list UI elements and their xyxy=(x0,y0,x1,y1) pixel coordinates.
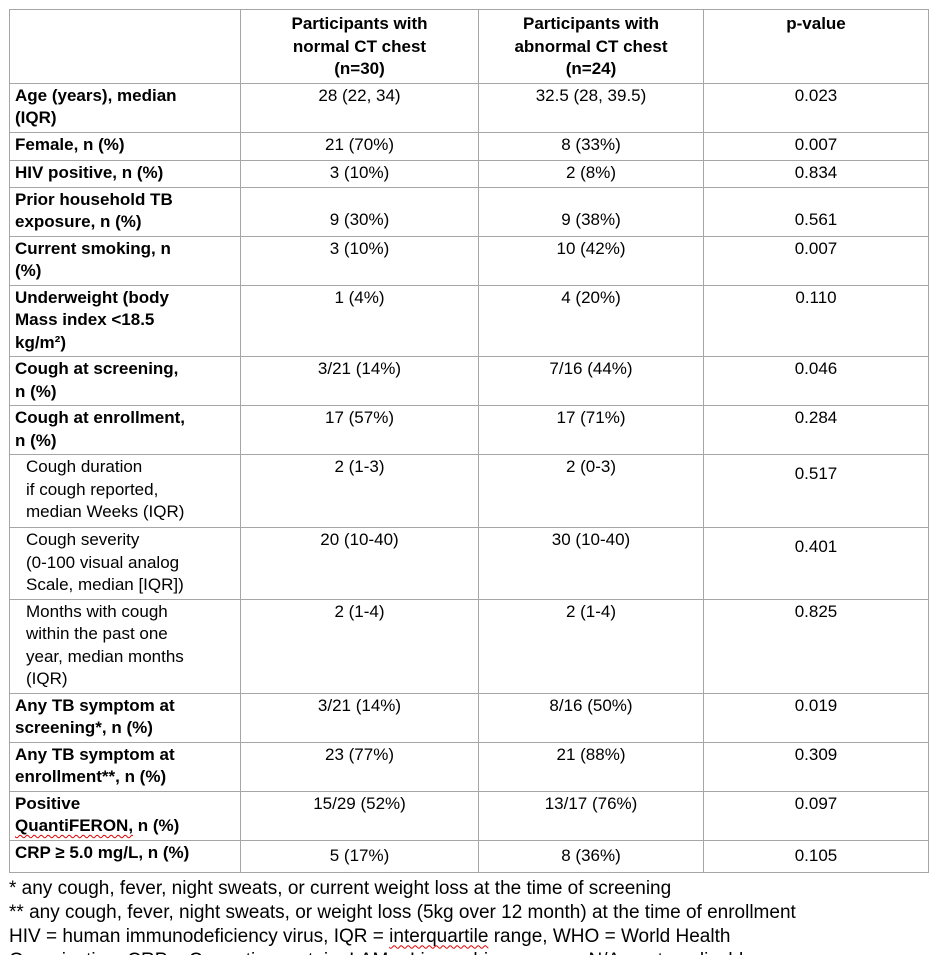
value-cell-abnormal-ct: 13/17 (76%) xyxy=(478,790,704,841)
value-cell-normal-ct: 2 (1-3) xyxy=(240,454,479,528)
table-body: Age (years), median (IQR) 28 (22, 34) 32.5… xyxy=(9,82,929,873)
table-row: Cough at enrollment, n (%) 17 (57%) 17 (71… xyxy=(9,405,929,455)
value-cell-abnormal-ct: 8 (33%) xyxy=(478,131,704,161)
value-cell-abnormal-ct: 9 (38%) xyxy=(478,186,704,237)
misspelled-word-underline: QuantiFERON, xyxy=(15,816,134,835)
row-label: Prior household TB exposure, n (%) xyxy=(9,186,241,237)
value-cell-abnormal-ct: 2 (8%) xyxy=(478,160,704,188)
header-row: Participants with normal CT chest (n=30)… xyxy=(9,9,929,84)
p-value-cell: 0.110 xyxy=(703,284,929,357)
value-cell-normal-ct: 9 (30%) xyxy=(240,186,479,237)
row-label: Cough at screening, n (%) xyxy=(9,356,241,406)
value-cell-abnormal-ct: 8 (36%) xyxy=(478,839,704,873)
value-cell-abnormal-ct: 8/16 (50%) xyxy=(478,692,704,743)
empty-corner-header xyxy=(9,9,241,84)
p-value-cell: 0.023 xyxy=(703,82,929,133)
p-value-cell: 0.825 xyxy=(703,598,929,694)
value-cell-abnormal-ct: 7/16 (44%) xyxy=(478,356,704,406)
value-cell-normal-ct: 5 (17%) xyxy=(240,839,479,873)
row-label: Current smoking, n (%) xyxy=(9,235,241,286)
table-row: Underweight (body Mass index <18.5 kg/m²… xyxy=(9,284,929,357)
row-label: Any TB symptom at screening*, n (%) xyxy=(9,692,241,743)
value-cell-normal-ct: 17 (57%) xyxy=(240,405,479,455)
misspelled-word-underline: Lipoarabinomannan, xyxy=(410,950,583,955)
p-value-cell: 0.561 xyxy=(703,186,929,237)
row-label: Underweight (body Mass index <18.5 kg/m²… xyxy=(9,284,241,357)
value-cell-normal-ct: 23 (77%) xyxy=(240,741,479,792)
p-value-cell: 0.834 xyxy=(703,160,929,188)
footnote-line: HIV = human immunodeficiency virus, IQR … xyxy=(9,925,951,955)
table-row: Female, n (%) 21 (70%) 8 (33%) 0.007 xyxy=(9,131,929,161)
value-cell-abnormal-ct: 10 (42%) xyxy=(478,235,704,286)
p-value-cell: 0.309 xyxy=(703,741,929,792)
footnote-line: ** any cough, fever, night sweats, or we… xyxy=(9,901,796,923)
value-cell-normal-ct: 1 (4%) xyxy=(240,284,479,357)
table-row: Any TB symptom at screening*, n (%) 3/21 … xyxy=(9,692,929,743)
row-label: Months with cough within the past one ye… xyxy=(9,598,241,694)
row-label: Female, n (%) xyxy=(9,131,241,161)
row-label: Cough severity (0-100 visual analog Scal… xyxy=(9,527,241,600)
table-row: Cough duration if cough reported, median… xyxy=(9,454,929,528)
value-cell-abnormal-ct: 4 (20%) xyxy=(478,284,704,357)
value-cell-normal-ct: 3/21 (14%) xyxy=(240,356,479,406)
p-value-cell: 0.284 xyxy=(703,405,929,455)
value-cell-abnormal-ct: 2 (1-4) xyxy=(478,598,704,694)
table-row: Months with cough within the past one ye… xyxy=(9,598,929,694)
value-cell-abnormal-ct: 32.5 (28, 39.5) xyxy=(478,82,704,133)
footnotes: * any cough, fever, night sweats, or cur… xyxy=(9,877,951,955)
table-row: HIV positive, n (%) 3 (10%) 2 (8%) 0.834 xyxy=(9,160,929,188)
table-row: Any TB symptom at enrollment**, n (%) 23 … xyxy=(9,741,929,792)
column-header-p-value: p-value xyxy=(703,9,929,84)
footnote-line: * any cough, fever, night sweats, or cur… xyxy=(9,877,672,899)
value-cell-normal-ct: 3 (10%) xyxy=(240,235,479,286)
table-row: CRP ≥ 5.0 mg/L, n (%) 5 (17%) 8 (36%) 0.105 xyxy=(9,839,929,873)
value-cell-normal-ct: 28 (22, 34) xyxy=(240,82,479,133)
table-row: Prior household TB exposure, n (%) 9 (30%… xyxy=(9,186,929,237)
value-cell-abnormal-ct: 30 (10-40) xyxy=(478,527,704,600)
row-label: CRP ≥ 5.0 mg/L, n (%) xyxy=(9,839,241,873)
p-value-cell: 0.517 xyxy=(703,454,929,528)
value-cell-abnormal-ct: 17 (71%) xyxy=(478,405,704,455)
p-value-cell: 0.046 xyxy=(703,356,929,406)
value-cell-abnormal-ct: 2 (0-3) xyxy=(478,454,704,528)
p-value-cell: 0.007 xyxy=(703,235,929,286)
row-label: Cough duration if cough reported, median… xyxy=(9,454,241,528)
p-value-cell: 0.019 xyxy=(703,692,929,743)
p-value-cell: 0.401 xyxy=(703,527,929,600)
p-value-cell: 0.007 xyxy=(703,131,929,161)
column-header-normal-ct: Participants with normal CT chest (n=30) xyxy=(240,9,479,84)
row-label: Cough at enrollment, n (%) xyxy=(9,405,241,455)
row-label: Age (years), median (IQR) xyxy=(9,82,241,133)
row-label: Positive QuantiFERON, n (%) xyxy=(9,790,241,841)
table-row: Positive QuantiFERON, n (%) 15/29 (52%) 13… xyxy=(9,790,929,841)
baseline-characteristics-table: Participants with normal CT chest (n=30)… xyxy=(9,9,929,873)
p-value-cell: 0.105 xyxy=(703,839,929,873)
value-cell-normal-ct: 15/29 (52%) xyxy=(240,790,479,841)
table-head: Participants with normal CT chest (n=30)… xyxy=(9,9,929,84)
row-label: HIV positive, n (%) xyxy=(9,160,241,188)
table-row: Age (years), median (IQR) 28 (22, 34) 32.5… xyxy=(9,82,929,133)
p-value-cell: 0.097 xyxy=(703,790,929,841)
value-cell-normal-ct: 2 (1-4) xyxy=(240,598,479,694)
value-cell-normal-ct: 21 (70%) xyxy=(240,131,479,161)
table-row: Cough at screening, n (%) 3/21 (14%) 7/16 … xyxy=(9,356,929,406)
misspelled-word-underline: interquartile xyxy=(389,925,489,947)
table-row: Cough severity (0-100 visual analog Scal… xyxy=(9,527,929,600)
value-cell-normal-ct: 3/21 (14%) xyxy=(240,692,479,743)
value-cell-normal-ct: 20 (10-40) xyxy=(240,527,479,600)
column-header-abnormal-ct: Participants with abnormal CT chest (n=2… xyxy=(478,9,704,84)
value-cell-abnormal-ct: 21 (88%) xyxy=(478,741,704,792)
row-label: Any TB symptom at enrollment**, n (%) xyxy=(9,741,241,792)
table-row: Current smoking, n (%) 3 (10%) 10 (42%) 0.0… xyxy=(9,235,929,286)
value-cell-normal-ct: 3 (10%) xyxy=(240,160,479,188)
